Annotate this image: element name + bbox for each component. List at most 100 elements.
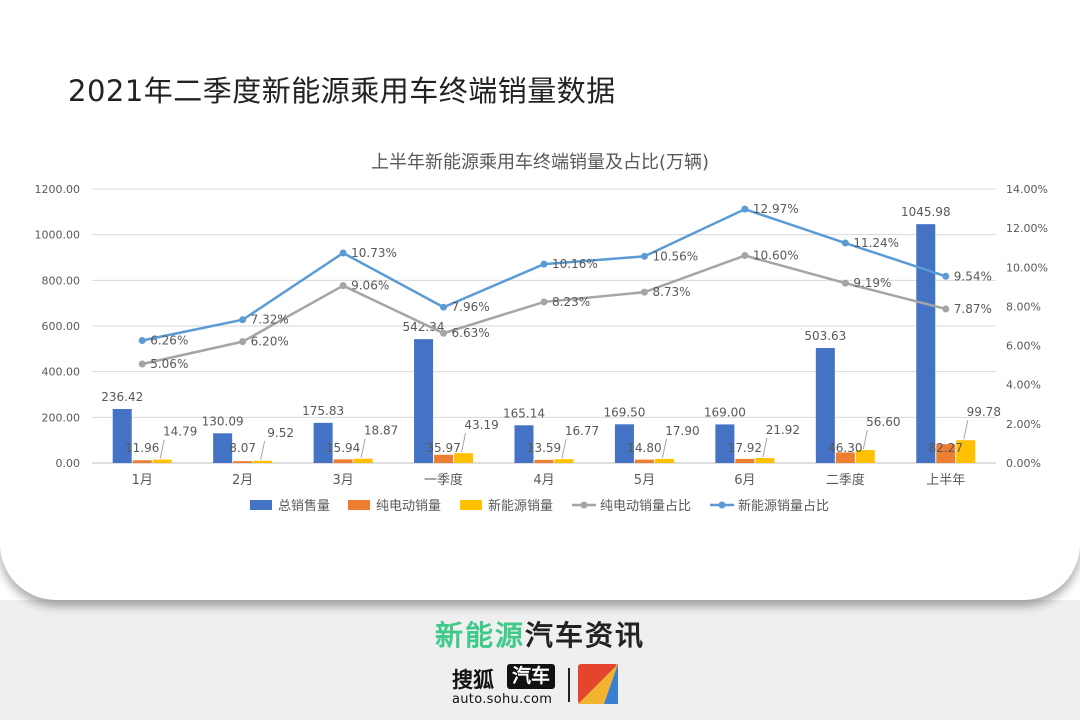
data-label: 14.80 [627, 441, 661, 455]
data-label: 9.19% [853, 276, 891, 290]
bar [353, 458, 373, 463]
data-label: 8.07 [229, 441, 256, 455]
data-label: 56.60 [866, 415, 900, 429]
bar [956, 440, 976, 463]
bar [815, 348, 835, 463]
x-tick-label: 一季度 [424, 472, 463, 488]
y-left-tick-label: 600.00 [42, 320, 81, 333]
data-label: 7.32% [251, 313, 289, 327]
y-left-tick-label: 800.00 [42, 274, 81, 287]
data-label: 9.52 [267, 426, 294, 440]
data-label: 43.19 [464, 418, 498, 432]
leader-line [862, 429, 868, 450]
legend-marker [580, 501, 588, 509]
x-tick-label: 二季度 [826, 472, 865, 488]
data-label: 503.63 [804, 329, 846, 343]
bar [414, 339, 434, 463]
data-label: 10.56% [652, 249, 698, 263]
data-label: 13.59 [527, 441, 561, 455]
data-label: 11.24% [853, 236, 899, 250]
data-label: 169.50 [603, 405, 645, 419]
bar [454, 453, 474, 463]
y-right-tick-label: 12.00% [1006, 222, 1048, 235]
data-label: 16.77 [565, 424, 599, 438]
brand-title: 新能源汽车资讯 [0, 614, 1080, 654]
data-label: 10.73% [351, 246, 397, 260]
data-point [339, 249, 347, 257]
leader-line [762, 437, 768, 458]
x-tick-label: 3月 [332, 473, 353, 488]
data-label: 99.78 [967, 405, 1001, 419]
data-point [841, 279, 849, 287]
data-label: 14.79 [163, 425, 197, 439]
legend-marker [718, 501, 726, 509]
content-card: 2021年二季度新能源乘用车终端销量数据 上半年新能源乘用车终端销量及占比(万辆… [34, 74, 1048, 514]
data-label: 10.60% [753, 249, 799, 263]
data-point [239, 338, 247, 346]
bar [654, 458, 674, 463]
leader-line [461, 433, 467, 453]
logo-divider [568, 668, 570, 702]
bar [755, 457, 775, 463]
bar [253, 460, 273, 463]
data-label: 35.97 [426, 441, 460, 455]
data-label: 12.97% [753, 202, 799, 216]
x-tick-label: 2月 [232, 473, 253, 488]
bar [835, 452, 855, 463]
bar [855, 450, 875, 463]
data-label: 1045.98 [901, 205, 951, 219]
bar [132, 460, 152, 463]
data-point [640, 252, 648, 260]
data-point [741, 205, 749, 213]
sohu-logo-text: 搜狐 [452, 668, 494, 692]
data-label: 175.83 [302, 404, 344, 418]
y-left-tick-label: 400.00 [42, 366, 81, 379]
leader-line [561, 439, 567, 459]
data-label: 9.54% [954, 269, 992, 283]
x-tick-label: 6月 [734, 473, 755, 488]
legend-label: 总销售量 [278, 498, 330, 514]
sales-chart: 上半年新能源乘用车终端销量及占比(万辆) 0.00 200.00 400.00 600.… [35, 152, 1048, 514]
y-right-tick-label: 14.00% [1006, 183, 1048, 196]
page-title: 2021年二季度新能源乘用车终端销量数据 [68, 74, 616, 108]
legend-swatch [250, 500, 272, 510]
data-point [138, 360, 146, 368]
leader-line [963, 420, 969, 440]
leader-line [360, 438, 366, 458]
y-left-tick-label: 1200.00 [35, 183, 81, 196]
data-point [440, 329, 448, 337]
bar [554, 459, 574, 463]
data-label: 5.06% [150, 357, 188, 371]
data-point [540, 260, 548, 268]
data-label: 130.09 [202, 414, 244, 428]
data-label: 11.96 [125, 441, 159, 455]
data-point [640, 288, 648, 296]
y-right-tick-label: 0.00% [1006, 457, 1041, 470]
data-label: 21.92 [766, 423, 800, 437]
data-label: 542.34 [403, 320, 445, 334]
bar [213, 433, 233, 463]
sohu-mark-icon [578, 664, 618, 704]
y-left-tick-label: 200.00 [42, 411, 81, 424]
y-right-tick-label: 10.00% [1006, 261, 1048, 274]
data-label: 9.06% [351, 279, 389, 293]
data-label: 8.73% [652, 285, 690, 299]
y-left-tick-label: 1000.00 [35, 229, 81, 242]
y-right-tick-label: 6.00% [1006, 340, 1041, 353]
bar [233, 461, 253, 463]
legend-swatch [348, 500, 370, 510]
leader-line [661, 438, 667, 459]
brand-title-dark: 汽车资讯 [525, 619, 646, 652]
data-label: 18.87 [364, 424, 398, 438]
data-label: 82.27 [929, 441, 963, 455]
y-left-tick-label: 0.00 [56, 457, 81, 470]
bar [112, 409, 132, 463]
sohu-url: auto.sohu.com [452, 692, 553, 707]
bar [735, 458, 755, 463]
sohu-logo-badge: 汽车 [507, 664, 556, 689]
sohu-logo: 搜狐 汽车 auto.sohu.com [452, 662, 632, 712]
bar [152, 459, 172, 463]
x-tick-label: 1月 [132, 473, 153, 488]
data-point [942, 305, 950, 313]
chart-title: 上半年新能源乘用车终端销量及占比(万辆) [371, 152, 709, 173]
